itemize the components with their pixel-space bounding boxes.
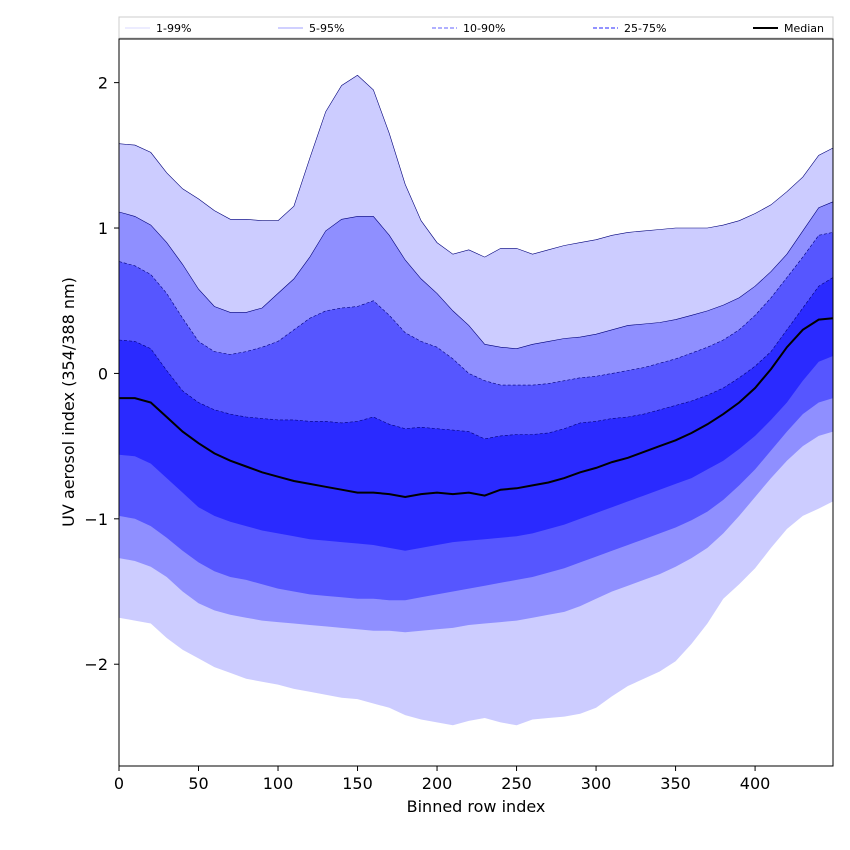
band-upper-edge-5-95% <box>118 201 834 350</box>
legend-box <box>118 16 834 39</box>
legend-label: Median <box>784 22 824 35</box>
y-axis-title: UV aerosol index (354/388 nm) <box>59 277 78 527</box>
x-axis-title: Binned row index <box>407 797 546 816</box>
y-tick-label: −2 <box>84 655 108 674</box>
band-upper-edge-1-99% <box>118 74 834 258</box>
x-tick-label: 0 <box>114 774 124 793</box>
x-tick-label: 50 <box>188 774 208 793</box>
legend-label: 25-75% <box>624 22 666 35</box>
legend: 1-99% 5-95% 10-90% 25-75% Median <box>118 16 834 39</box>
y-tick-label: −1 <box>84 510 108 529</box>
x-tick-label: 150 <box>342 774 373 793</box>
x-axis-ticks: 0 50 100 150 200 250 300 350 400 <box>114 766 770 793</box>
median-line <box>119 317 834 499</box>
legend-label: 10-90% <box>463 22 505 35</box>
x-tick-label: 400 <box>740 774 771 793</box>
band-upper-edge-10-90% <box>118 232 834 386</box>
x-tick-label: 300 <box>581 774 612 793</box>
legend-items: 1-99% 5-95% 10-90% 25-75% Median <box>125 22 824 35</box>
x-tick-label: 100 <box>263 774 294 793</box>
band-upper-edge-25-75% <box>118 277 834 440</box>
plot-frame <box>118 38 834 767</box>
y-tick-label: 2 <box>98 74 108 93</box>
y-tick-label: 0 <box>98 364 108 383</box>
y-axis-ticks: −2 −1 0 1 2 <box>84 74 119 674</box>
legend-label: 5-95% <box>309 22 344 35</box>
y-tick-label: 1 <box>98 219 108 238</box>
legend-label: 1-99% <box>156 22 191 35</box>
x-tick-label: 250 <box>501 774 532 793</box>
x-tick-label: 200 <box>422 774 453 793</box>
median-layer <box>119 317 834 499</box>
x-tick-label: 350 <box>660 774 691 793</box>
